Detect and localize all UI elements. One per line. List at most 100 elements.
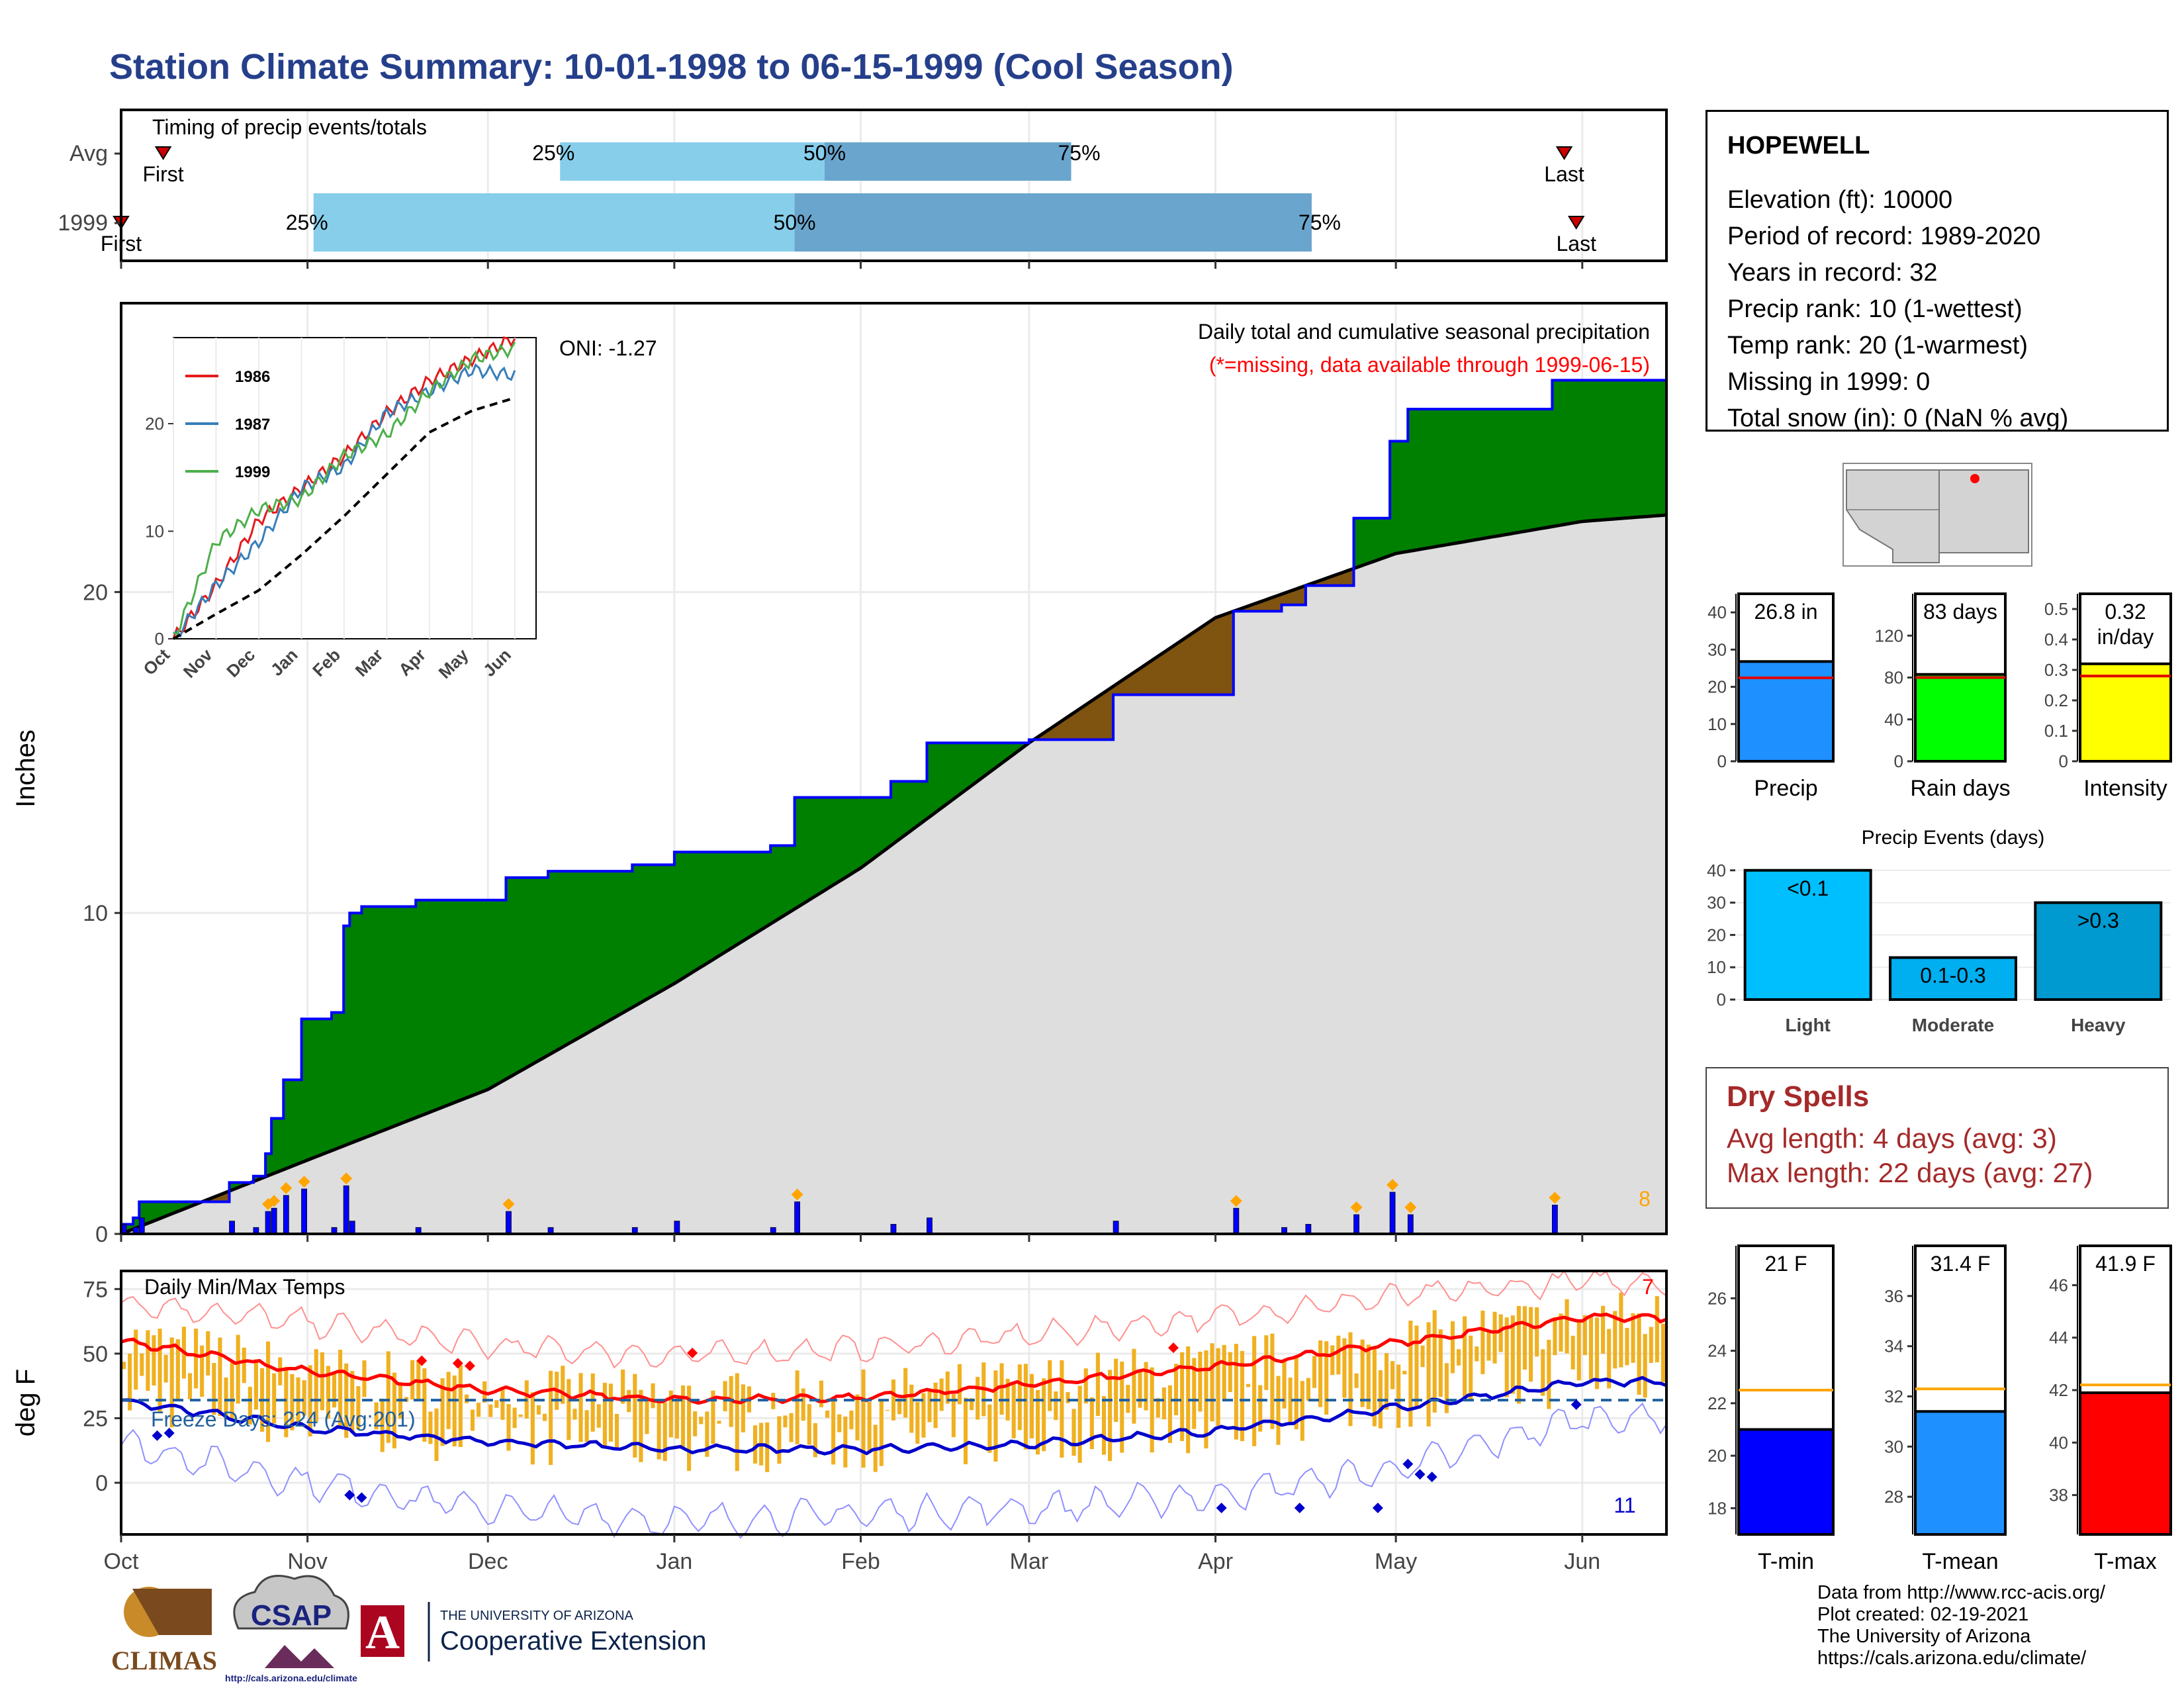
station-name: HOPEWELL [1727, 132, 1870, 160]
precip-avg-area [656, 992, 663, 1234]
precip-avg-area [812, 896, 819, 1234]
precip-above-avg-fill [566, 871, 573, 1044]
temps-daily-bar [1120, 1361, 1124, 1453]
temps-daily-bar [957, 1364, 962, 1405]
timing-first-label: First [142, 162, 183, 186]
temps-daily-bar [1414, 1325, 1419, 1408]
temps-daily-bar [1132, 1348, 1136, 1424]
precip-above-avg-fill [728, 852, 735, 949]
events-value-label: 0.1-0.3 [1920, 964, 1986, 988]
ua-logo-bottom-text: Cooperative Extension [440, 1626, 706, 1656]
temps-daily-bar [1192, 1358, 1197, 1429]
temp-summary-1-ytick-label: 28 [1884, 1487, 1903, 1507]
temps-daily-bar [428, 1411, 433, 1444]
temps-daily-bar [1450, 1321, 1455, 1374]
temps-daily-bar [1631, 1313, 1635, 1363]
precip-above-avg-fill [692, 852, 699, 971]
precip-above-avg-fill [1534, 408, 1541, 530]
precip-avg-area [355, 1140, 363, 1234]
precip-avg-area [1642, 516, 1649, 1234]
temps-daily-bar [837, 1414, 842, 1432]
temps-record-low-marker [1402, 1458, 1414, 1470]
precip-avg-area [1510, 533, 1517, 1235]
events-bar-light [1743, 868, 1872, 1002]
precip-above-avg-fill [253, 1176, 260, 1181]
temps-daily-bar [927, 1388, 932, 1423]
precip-avg-area [1173, 694, 1180, 1234]
precip-panel: 0 10 20 Inches Daily total and cumulative se… [11, 302, 1668, 1247]
record-low-count: 11 [1614, 1493, 1635, 1517]
precip-avg-area [1275, 611, 1283, 1234]
precip-above-avg-fill [1359, 518, 1367, 565]
temp-summary-1-ytick-label: 32 [1884, 1386, 1903, 1406]
precip-above-avg-fill [428, 900, 435, 1112]
temps-daily-bar [993, 1370, 998, 1462]
precip-average-line [120, 513, 1667, 1236]
precip-below-avg-fill [1119, 680, 1126, 695]
precip-above-avg-fill [355, 913, 363, 1141]
precip-avg-area [1624, 518, 1631, 1234]
precip-avg-area [1101, 739, 1108, 1234]
precip-above-avg-fill [878, 797, 886, 853]
temps-daily-bar [825, 1410, 830, 1418]
precip-above-avg-fill [638, 865, 645, 1003]
temps-daily-bar [1607, 1329, 1612, 1389]
precip-above-avg-fill [1437, 408, 1445, 546]
precip-above-avg-fill [397, 906, 404, 1124]
precip-avg-area [734, 944, 741, 1234]
precip-heavy-marker [1350, 1201, 1363, 1213]
temps-daily-bar [1613, 1311, 1617, 1369]
precip-above-avg-fill [404, 906, 410, 1121]
temps-daily-bar [422, 1368, 427, 1442]
temps-daily-bar [146, 1330, 150, 1391]
precip-heavy-marker [340, 1172, 353, 1185]
temps-daily-bar [1625, 1328, 1629, 1366]
temps-daily-bar [1270, 1333, 1275, 1429]
temps-daily-bar [807, 1404, 811, 1445]
temps-daily-bar [434, 1408, 439, 1462]
precip-below-avg-fill [1143, 664, 1150, 695]
temps-daily-bar [885, 1409, 889, 1411]
precip-summary-0-value-label: 26.8 in [1754, 600, 1817, 624]
precip-avg-area [1065, 739, 1072, 1234]
precip-above-avg-fill [391, 906, 398, 1126]
temps-daily-bar [542, 1413, 547, 1421]
precip-above-avg-fill [1654, 380, 1661, 516]
temps-ytick-label: 50 [83, 1342, 108, 1367]
temps-daily-bar [1240, 1350, 1245, 1442]
precip-avg-area [181, 1209, 188, 1234]
temps-daily-bar [536, 1405, 541, 1415]
precip-avg-area [1449, 543, 1457, 1235]
temps-daily-bar [494, 1400, 499, 1408]
temps-daily-bar [242, 1347, 246, 1383]
temps-daily-bar [1661, 1323, 1665, 1383]
precip-above-avg-fill [175, 1201, 182, 1211]
precip-avg-area [752, 933, 759, 1234]
temp-summary-2-ytick-label: 42 [2049, 1380, 2068, 1400]
temp-summary-0-category-label: T-min [1758, 1549, 1814, 1574]
precip-avg-area [1233, 611, 1240, 1234]
precip-avg-area [933, 812, 940, 1234]
precip-avg-area [361, 1137, 369, 1234]
temps-daily-bar [374, 1402, 379, 1430]
temps-daily-bar [266, 1341, 271, 1442]
temp-summary-0-ytick-label: 20 [1707, 1446, 1727, 1466]
precip-avg-area [1492, 536, 1499, 1235]
precip-avg-area [650, 995, 657, 1234]
precip-above-avg-fill [752, 852, 759, 933]
precip-above-avg-fill [439, 900, 447, 1107]
precip-above-avg-fill [187, 1201, 194, 1207]
precip-avg-area [1408, 551, 1415, 1234]
precip-above-avg-fill [331, 1012, 338, 1150]
precip-avg-area [590, 1029, 597, 1234]
precip-daily-bar [229, 1221, 235, 1235]
precip-ytick-label: 20 [83, 580, 108, 605]
precip-avg-area [890, 843, 897, 1234]
temps-daily-bar [801, 1388, 805, 1421]
precip-above-avg-fill [1017, 743, 1024, 750]
precip-avg-area [1474, 539, 1480, 1235]
precip-avg-area [680, 978, 687, 1234]
timing-label-75: 75% [1298, 211, 1341, 234]
precip-above-avg-fill [842, 797, 849, 878]
temps-daily-bar [1655, 1296, 1659, 1362]
